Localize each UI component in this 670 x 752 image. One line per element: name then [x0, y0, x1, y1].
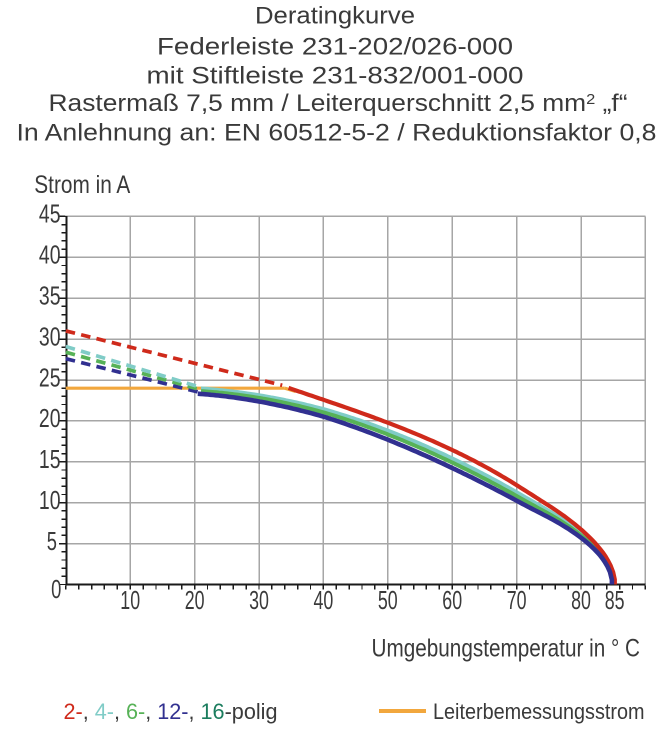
- svg-text:20: 20: [185, 585, 205, 615]
- svg-text:Umgebungstemperatur in ° C: Umgebungstemperatur in ° C: [372, 635, 641, 663]
- svg-text:35: 35: [39, 281, 61, 311]
- svg-text:40: 40: [39, 240, 61, 270]
- svg-text:Federleiste 231-202/026-000: Federleiste 231-202/026-000: [157, 33, 513, 60]
- svg-text:80: 80: [571, 585, 591, 615]
- svg-text:Rastermaß 7,5 mm / Leiterquers: Rastermaß 7,5 mm / Leiterquerschnitt 2,5…: [49, 90, 628, 117]
- svg-text:85: 85: [605, 585, 625, 615]
- svg-text:0: 0: [51, 574, 61, 604]
- svg-text:5: 5: [47, 526, 57, 556]
- svg-text:20: 20: [39, 403, 61, 433]
- svg-text:2-, 4-, 6-, 12-, 16-polig: 2-, 4-, 6-, 12-, 16-polig: [64, 699, 278, 724]
- svg-text:50: 50: [378, 585, 398, 615]
- svg-text:Strom in A: Strom in A: [34, 171, 130, 199]
- svg-text:10: 10: [39, 485, 61, 515]
- svg-text:60: 60: [442, 585, 462, 615]
- svg-text:70: 70: [507, 585, 527, 615]
- svg-text:45: 45: [39, 199, 61, 229]
- svg-text:In Anlehnung an: EN 60512-5-2: In Anlehnung an: EN 60512-5-2 / Reduktio…: [17, 120, 657, 147]
- svg-text:mit Stiftleiste 231-832/001-00: mit Stiftleiste 231-832/001-000: [147, 63, 524, 90]
- svg-text:15: 15: [39, 444, 61, 474]
- svg-text:30: 30: [39, 321, 61, 351]
- svg-text:Deratingkurve: Deratingkurve: [255, 3, 415, 30]
- svg-text:30: 30: [249, 585, 269, 615]
- svg-text:Leiterbemessungsstrom: Leiterbemessungsstrom: [433, 699, 645, 724]
- svg-text:10: 10: [120, 585, 140, 615]
- svg-text:40: 40: [314, 585, 334, 615]
- svg-text:25: 25: [39, 362, 61, 392]
